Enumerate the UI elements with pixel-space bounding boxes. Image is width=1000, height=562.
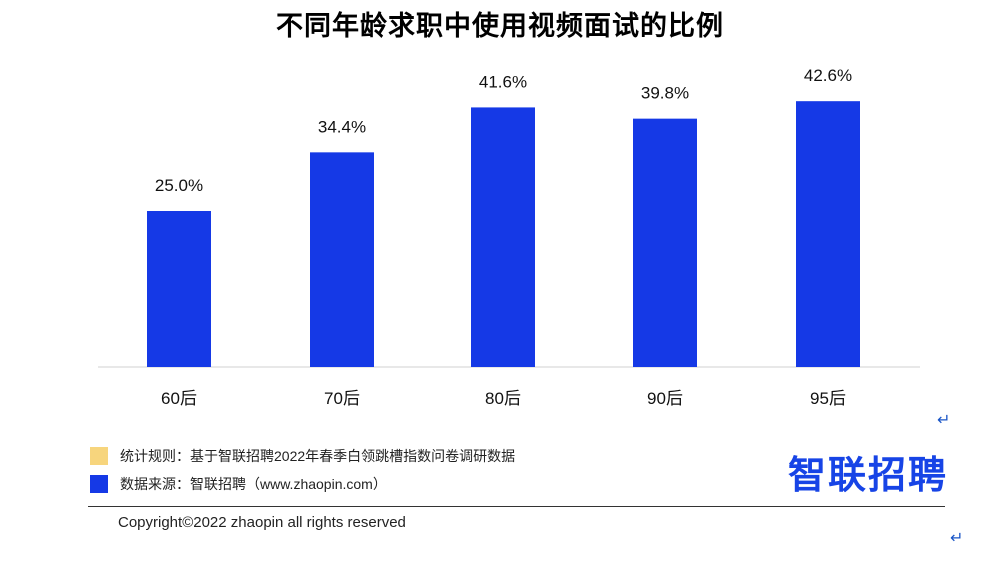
data-label-80后: 41.6% [479,72,527,91]
data-label-70后: 34.4% [318,117,366,136]
footer-divider [88,506,945,507]
tick-label-90后: 90后 [647,389,683,408]
tick-label-70后: 70后 [324,389,360,408]
bar-70后 [310,152,374,367]
bar-95后 [796,101,860,368]
data-label-60后: 25.0% [155,176,203,195]
tick-label-80后: 80后 [485,389,521,408]
bar-90后 [633,118,697,367]
source-note-swatch [90,475,108,493]
data-label-90后: 39.8% [641,84,689,103]
zhaopin-logo: 智联招聘 [788,453,949,497]
bar-60后 [147,211,211,367]
chart-notes: 统计规则：基于智联招聘2022年春季白领跳槽指数问卷调研数据 数据来源：智联招聘… [90,442,515,498]
rule-note-swatch [90,447,108,465]
tick-label-60后: 60后 [161,389,197,408]
chart-title: 不同年龄求职中使用视频面试的比例 [276,11,724,41]
rule-note: 统计规则：基于智联招聘2022年春季白领跳槽指数问卷调研数据 [90,442,515,470]
bar-80后 [471,107,535,367]
bar-chart: 25.0% 60后 34.4% 70后 41.6% 80后 39.8% 90后 42.6% 95后 [98,66,920,408]
source-note: 数据来源：智联招聘（www.zhaopin.com） [90,470,515,498]
data-label-95后: 42.6% [804,66,852,85]
return-symbol-icon-2: ↵ [950,530,964,547]
source-note-text: 数据来源：智联招聘（www.zhaopin.com） [120,476,387,492]
tick-label-95后: 95后 [810,389,846,408]
rule-note-text: 统计规则：基于智联招聘2022年春季白领跳槽指数问卷调研数据 [120,448,516,464]
return-symbol-icon: ↵ [937,412,951,429]
copyright-text: Copyright©2022 zhaopin all rights reserv… [118,514,406,531]
